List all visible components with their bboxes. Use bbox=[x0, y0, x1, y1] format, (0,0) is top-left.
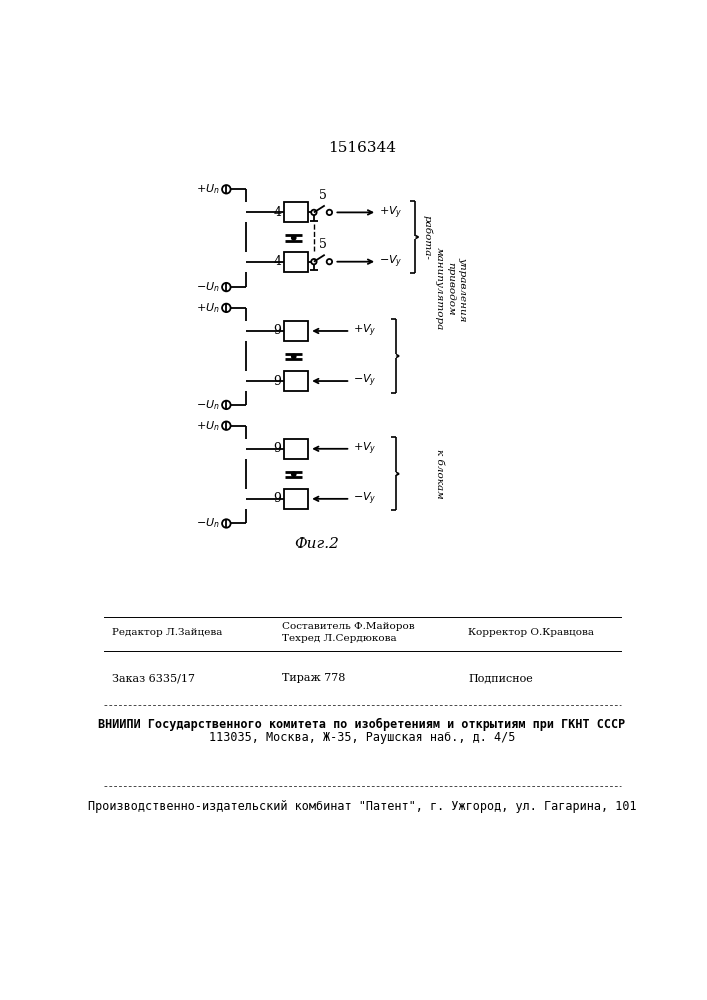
Text: $-V_y$: $-V_y$ bbox=[380, 253, 403, 270]
Bar bbox=[284, 202, 308, 222]
Text: $-V_y$: $-V_y$ bbox=[353, 373, 376, 389]
Text: Подписное: Подписное bbox=[468, 673, 533, 683]
Bar bbox=[284, 252, 308, 272]
Text: $+U_n$: $+U_n$ bbox=[197, 301, 220, 315]
Circle shape bbox=[292, 236, 296, 240]
Text: 9: 9 bbox=[274, 442, 281, 455]
Bar bbox=[284, 371, 308, 391]
Text: работа-: работа- bbox=[422, 215, 432, 259]
Bar bbox=[284, 321, 308, 341]
Text: $-U_n$: $-U_n$ bbox=[197, 398, 220, 412]
Text: 5: 5 bbox=[320, 189, 327, 202]
Text: Корректор О.Кравцова: Корректор О.Кравцова bbox=[468, 628, 594, 637]
Text: 113035, Москва, Ж-35, Раушская наб., д. 4/5: 113035, Москва, Ж-35, Раушская наб., д. … bbox=[209, 731, 515, 744]
Text: Редактор Л.Зайцева: Редактор Л.Зайцева bbox=[112, 628, 222, 637]
Text: ВНИИПИ Государственного комитета по изобретениям и открытиям при ГКНТ СССР: ВНИИПИ Государственного комитета по изоб… bbox=[98, 718, 626, 731]
Text: Составитель Ф.Майоров: Составитель Ф.Майоров bbox=[282, 622, 415, 631]
Text: Фиг.2: Фиг.2 bbox=[295, 536, 339, 550]
Text: 9: 9 bbox=[274, 324, 281, 337]
Text: $-U_n$: $-U_n$ bbox=[197, 517, 220, 530]
Text: Техред Л.Сердюкова: Техред Л.Сердюкова bbox=[282, 634, 397, 643]
Text: к блокам: к блокам bbox=[435, 449, 444, 499]
Text: $+U_n$: $+U_n$ bbox=[197, 419, 220, 433]
Circle shape bbox=[292, 472, 296, 476]
Text: 9: 9 bbox=[274, 375, 281, 388]
Text: 4: 4 bbox=[274, 206, 281, 219]
Text: Заказ 6335/17: Заказ 6335/17 bbox=[112, 673, 194, 683]
Text: 9: 9 bbox=[274, 492, 281, 505]
Bar bbox=[284, 439, 308, 459]
Text: $+V_y$: $+V_y$ bbox=[380, 204, 403, 221]
Text: $-V_y$: $-V_y$ bbox=[353, 491, 376, 507]
Circle shape bbox=[292, 354, 296, 358]
Text: 4: 4 bbox=[274, 255, 281, 268]
Text: управления
приводом
манипулятора: управления приводом манипулятора bbox=[435, 247, 467, 331]
Text: Производственно-издательский комбинат "Патент", г. Ужгород, ул. Гагарина, 101: Производственно-издательский комбинат "П… bbox=[88, 800, 636, 813]
Text: 5: 5 bbox=[320, 238, 327, 251]
Text: Тираж 778: Тираж 778 bbox=[282, 673, 346, 683]
Text: $+V_y$: $+V_y$ bbox=[353, 323, 376, 339]
Text: $+V_y$: $+V_y$ bbox=[353, 441, 376, 457]
Bar bbox=[284, 489, 308, 509]
Text: $+U_n$: $+U_n$ bbox=[197, 182, 220, 196]
Text: 1516344: 1516344 bbox=[328, 141, 396, 155]
Text: $-U_n$: $-U_n$ bbox=[197, 280, 220, 294]
